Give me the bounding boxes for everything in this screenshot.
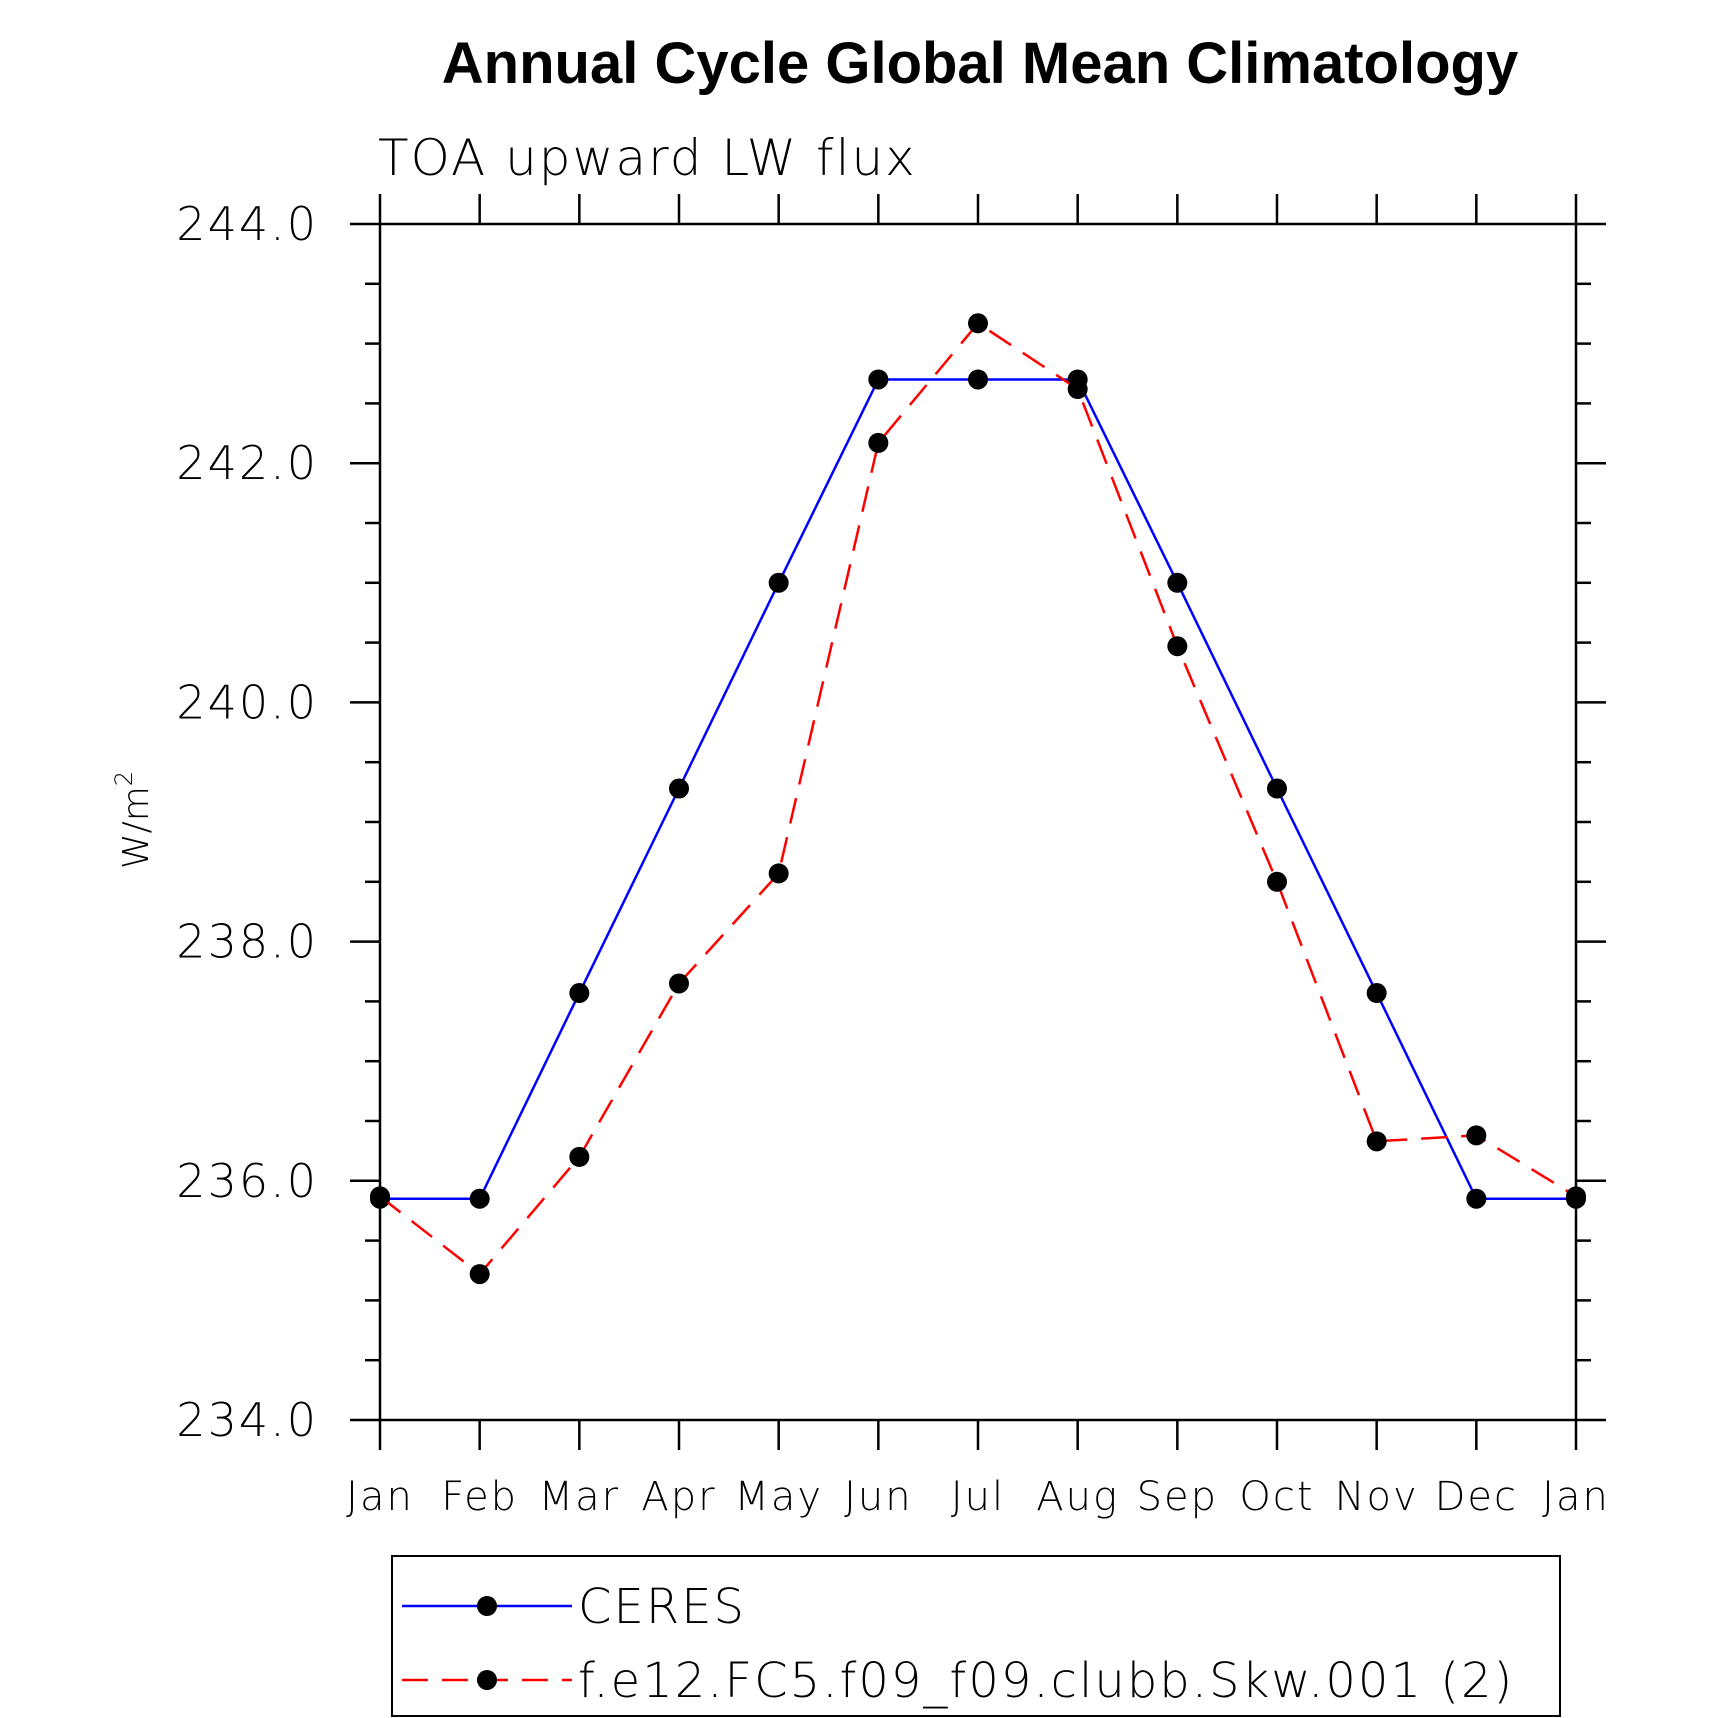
plot-frame xyxy=(378,222,1578,1422)
data-point xyxy=(968,369,988,390)
data-point xyxy=(469,1188,490,1209)
data-point xyxy=(370,1186,390,1207)
y-tick-label: 238.0 xyxy=(176,915,318,969)
x-tick-label: Feb xyxy=(441,1474,518,1520)
data-point xyxy=(1466,1125,1487,1146)
data-point xyxy=(569,983,590,1004)
x-tick-label: Dec xyxy=(1435,1474,1518,1520)
data-point xyxy=(1067,379,1088,400)
series-layer xyxy=(370,313,1586,1285)
data-point xyxy=(669,778,689,799)
x-tick-label: Aug xyxy=(1036,1474,1119,1520)
x-tick-label: May xyxy=(734,1474,823,1520)
y-tick-label: 240.0 xyxy=(176,675,318,729)
data-point xyxy=(469,1264,490,1285)
series-line xyxy=(379,321,1577,1276)
legend-item: CERES xyxy=(402,1579,746,1635)
x-tick-label: Sep xyxy=(1137,1474,1218,1520)
svg-text:W/m2: W/m2 xyxy=(110,771,157,869)
tick-marks xyxy=(350,194,1606,1450)
y-axis-label-superscript: 2 xyxy=(110,771,138,786)
legend-item: f.e12.FC5.f09_f09.clubb.Skw.001 (2) xyxy=(402,1653,1514,1709)
data-point xyxy=(768,863,789,884)
data-point xyxy=(868,369,889,390)
data-point xyxy=(1167,572,1188,593)
x-tick-label: Mar xyxy=(539,1474,620,1520)
series-1 xyxy=(370,369,1586,1209)
x-tick-label: Jun xyxy=(844,1474,913,1520)
x-tick-label: Apr xyxy=(641,1474,716,1520)
data-point xyxy=(1566,1186,1586,1207)
y-tick-label: 244.0 xyxy=(176,197,318,251)
data-point xyxy=(1267,871,1287,892)
series-2 xyxy=(370,313,1586,1285)
legend-label: CERES xyxy=(578,1579,746,1635)
legend-label: f.e12.FC5.f09_f09.clubb.Skw.001 (2) xyxy=(578,1653,1514,1709)
y-tick-labels: 244.0 242.0 240.0 238.0 236.0 234.0 xyxy=(176,197,318,1447)
y-axis-label: W/m2 xyxy=(110,771,157,869)
data-point xyxy=(868,432,889,453)
x-tick-label: Jul xyxy=(951,1474,1005,1520)
data-point xyxy=(569,1146,590,1167)
legend-marker xyxy=(477,1596,497,1616)
chart-title: Annual Cycle Global Mean Climatology xyxy=(442,31,1518,96)
x-tick-label: Jan xyxy=(346,1474,414,1520)
y-tick-label: 236.0 xyxy=(176,1154,318,1208)
x-tick-label: Nov xyxy=(1335,1474,1419,1520)
x-tick-label: Oct xyxy=(1239,1474,1314,1520)
series-line xyxy=(380,378,1576,1200)
data-point xyxy=(1167,636,1188,657)
y-tick-label: 234.0 xyxy=(176,1393,318,1447)
data-point xyxy=(1466,1188,1487,1209)
x-tick-labels: Jan Feb Mar Apr May Jun Jul Aug Sep Oct Nov Dec Jan xyxy=(346,1474,1610,1520)
legend-marker xyxy=(477,1670,497,1690)
data-point xyxy=(1366,1131,1387,1152)
data-point xyxy=(1366,983,1387,1004)
chart-subtitle: TOA upward LW flux xyxy=(378,129,917,187)
data-point xyxy=(669,973,689,994)
y-tick-label: 242.0 xyxy=(176,436,318,490)
data-point xyxy=(968,313,988,334)
x-tick-label: Jan xyxy=(1542,1474,1610,1520)
data-point xyxy=(768,572,789,593)
legend: CERES f.e12.FC5.f09_f09.clubb.Skw.001 (2) xyxy=(402,1579,1514,1709)
legend-box xyxy=(391,1555,1561,1717)
data-point xyxy=(1267,778,1287,799)
y-axis-label-text: W/m xyxy=(116,786,157,869)
